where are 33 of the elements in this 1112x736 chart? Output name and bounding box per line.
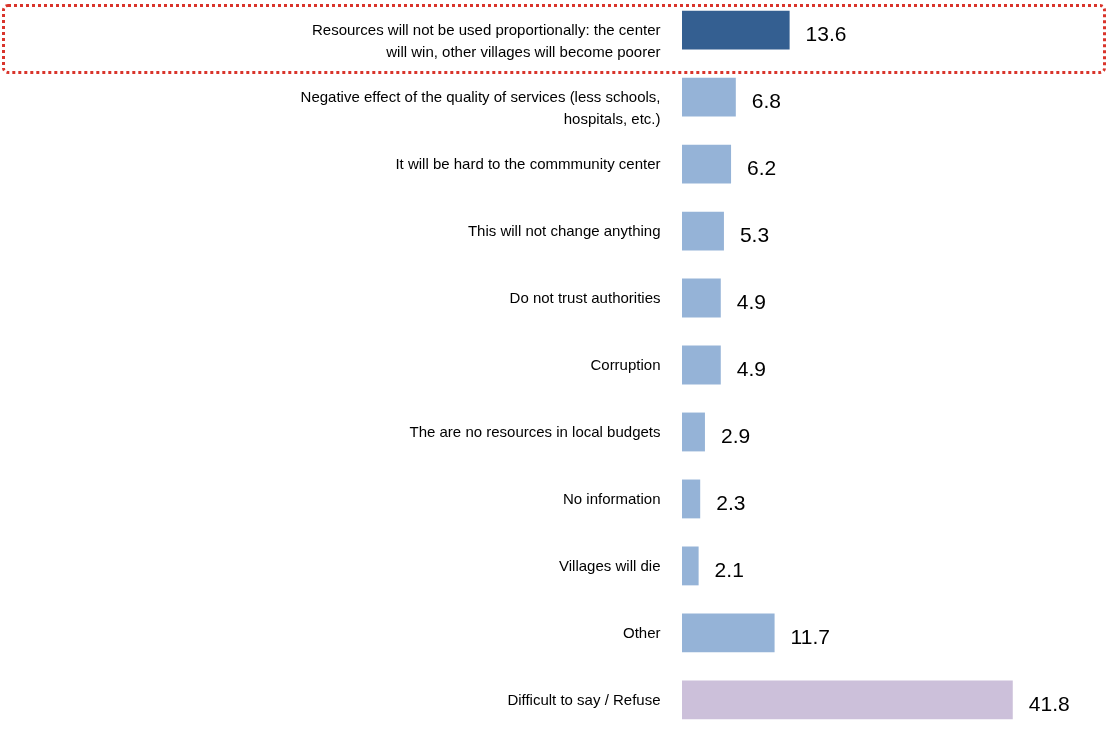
y-tick-label: The are no resources in local budgets — [409, 422, 661, 440]
bar — [682, 144, 732, 184]
y-tick-label: Villages will die — [559, 556, 661, 574]
bar — [682, 345, 721, 385]
bar — [682, 412, 705, 452]
data-label: 4.9 — [736, 290, 766, 314]
data-label: 13.6 — [805, 22, 847, 46]
y-tick-label: Corruption — [590, 356, 661, 373]
y-tick-label: Other — [622, 623, 661, 641]
bar — [682, 613, 775, 653]
bar — [682, 546, 699, 586]
data-label: 5.3 — [739, 223, 770, 247]
data-label: 6.8 — [751, 89, 782, 113]
bar — [682, 680, 1013, 720]
y-tick-label: Difficult to say / Refuse — [507, 690, 661, 708]
bar — [682, 211, 724, 251]
data-label: 2.3 — [716, 490, 746, 514]
y-tick-label: This will not change anything — [467, 222, 661, 240]
data-label: 6.2 — [747, 156, 777, 180]
y-tick-label: Negative effect of the quality of services (less schools, hospitals, etc.) — [300, 88, 661, 128]
y-tick-label: No information — [562, 489, 661, 507]
data-label: 11.7 — [790, 624, 830, 648]
y-tick-label: It will be hard to the commmunity center — [395, 155, 661, 173]
bar — [682, 77, 736, 117]
bar — [682, 278, 721, 318]
data-label: 4.9 — [736, 357, 766, 380]
data-label: 2.1 — [714, 557, 744, 581]
data-label: 2.9 — [720, 423, 751, 447]
y-tick-label: Resources will not be used proportionally: the center will win, other villages will become poorer — [311, 21, 661, 61]
bar — [682, 479, 701, 519]
y-tick-label: Do not trust authorities — [509, 289, 661, 307]
data-label: 41.8 — [1028, 691, 1070, 715]
bar — [682, 10, 790, 50]
